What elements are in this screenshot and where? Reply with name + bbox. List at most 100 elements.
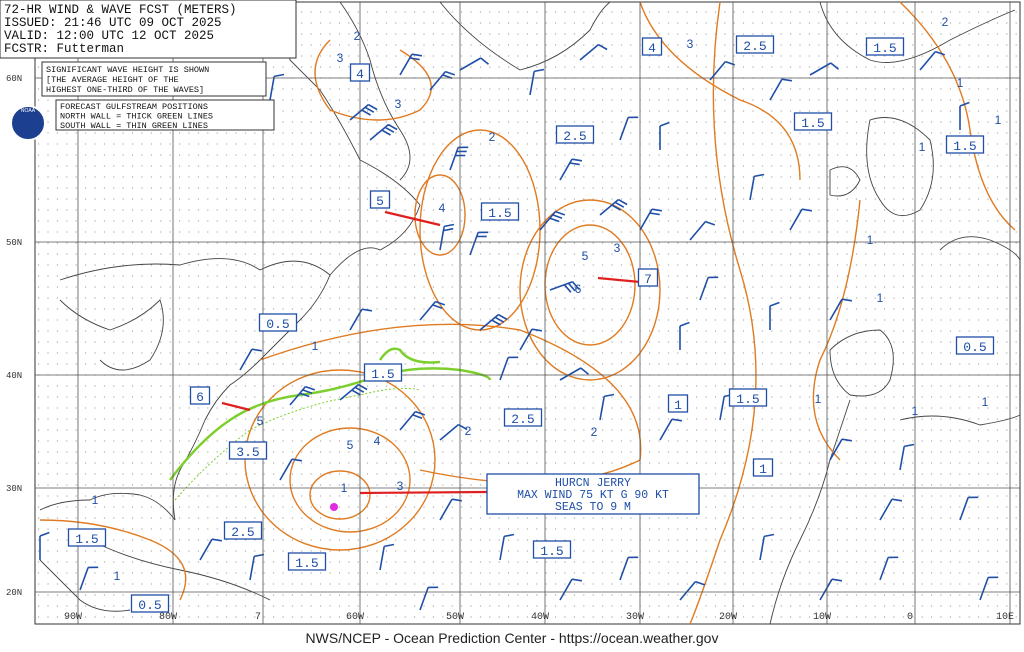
wind-barb <box>369 123 398 141</box>
wind-barb <box>679 321 690 350</box>
wind-barb <box>699 276 719 301</box>
header-line: 72-HR WIND & WAVE FCST (METERS) <box>4 3 237 17</box>
wave-box <box>480 202 520 221</box>
contour-label: 1 <box>957 76 964 90</box>
lat-label-bg <box>4 236 28 248</box>
lon-label: 10W <box>813 612 831 623</box>
logo-text: NOAA <box>21 108 36 114</box>
wave-height: 1.5 <box>75 532 98 547</box>
wind-barb <box>199 538 223 561</box>
wave-box <box>503 408 543 427</box>
lon-label: 80W <box>159 612 177 623</box>
wave-box <box>555 125 595 144</box>
wave-box <box>228 441 268 460</box>
wave-box <box>793 112 833 131</box>
wave-box <box>955 336 995 355</box>
wave-box <box>258 313 298 332</box>
wave-box <box>641 37 663 56</box>
lon-label: 0 <box>907 612 913 623</box>
wind-barb <box>249 553 265 581</box>
gulfstream-note: NORTH WALL = THICK GREEN LINES <box>60 112 213 122</box>
contour-label: 1 <box>982 395 989 409</box>
noaa-logo <box>10 105 46 141</box>
lat-label: 30N <box>6 484 22 494</box>
contour-label: 2 <box>591 425 598 439</box>
contour-label: 5 <box>257 414 264 428</box>
wave-height: 1.5 <box>736 392 759 407</box>
wave-height: 0.5 <box>963 340 986 355</box>
wave-height: 1 <box>674 398 682 413</box>
wave-height: 1.5 <box>488 206 511 221</box>
wind-barb <box>599 393 615 421</box>
lon-label: 60W <box>346 612 364 623</box>
wind-barb <box>769 301 780 330</box>
lon-label: 30W <box>626 612 644 623</box>
wave-height: 2.5 <box>511 412 534 427</box>
wind-barb <box>439 223 455 251</box>
wind-barb <box>559 578 583 601</box>
wind-barb <box>619 116 639 141</box>
contour-label: 3 <box>395 97 402 111</box>
wind-barb <box>469 231 489 256</box>
contour-label: 1 <box>919 140 926 154</box>
wind-barb <box>659 121 670 150</box>
lon-label: 90W <box>64 612 82 623</box>
wave-height: 1.5 <box>295 556 318 571</box>
header-line: VALID: 12:00 UTC 12 OCT 2025 <box>4 29 214 43</box>
wind-barb <box>759 533 775 561</box>
wind-barb <box>679 580 706 601</box>
lat-label-bg <box>4 72 28 84</box>
wind-barb <box>919 50 946 71</box>
wind-barb <box>879 498 903 521</box>
wave-height: 6 <box>196 390 204 405</box>
lon-label: 20W <box>719 612 737 623</box>
wind-barb <box>39 531 50 560</box>
lat-label: 20N <box>6 588 22 598</box>
contour-label: 5 <box>347 438 354 452</box>
wind-barb <box>559 158 583 181</box>
contour-label: 1 <box>867 233 874 247</box>
wave-height: 1.5 <box>540 544 563 559</box>
wave-box <box>287 552 327 571</box>
header-line: ISSUED: 21:46 UTC 09 OCT 2025 <box>4 16 222 30</box>
contour-label: 1 <box>312 339 319 353</box>
contour-label: 2 <box>354 29 361 43</box>
wave-box <box>667 394 689 413</box>
wind-barb <box>499 533 515 561</box>
wave-box <box>223 521 263 540</box>
contour-label: 1 <box>815 392 822 406</box>
wave-height: 3.5 <box>236 445 259 460</box>
wind-barb <box>399 410 426 431</box>
wind-barb <box>399 53 423 76</box>
contour-label: 3 <box>337 51 344 65</box>
wind-barb <box>269 73 285 101</box>
contour-label: 4 <box>374 434 381 448</box>
header-box <box>0 0 297 59</box>
lon-label: 40W <box>531 612 549 623</box>
wind-barb <box>599 198 628 216</box>
hurricane-symbol <box>330 503 338 511</box>
wave-box <box>532 540 572 559</box>
wind-barb <box>279 458 303 481</box>
contour-label: 6 <box>575 282 582 296</box>
lat-label-bg <box>4 482 28 494</box>
wind-barb <box>659 418 683 441</box>
wave-box <box>369 190 391 209</box>
hurricane-box <box>486 473 700 515</box>
lat-label: 40N <box>6 371 22 381</box>
wind-barb <box>479 313 508 331</box>
lon-label: 7 <box>255 612 261 623</box>
wind-barb <box>979 576 999 601</box>
wave-box <box>189 386 211 405</box>
lat-label-bg <box>4 586 28 598</box>
wave-height: 1.5 <box>953 139 976 154</box>
gulfstream-note: SOUTH WALL = THIN GREEN LINES <box>60 121 208 131</box>
gulfstream-note: FORECAST GULFSTREAM POSITIONS <box>60 102 208 112</box>
wind-barb <box>829 438 853 461</box>
contour-label: 4 <box>439 201 446 215</box>
wave-height: 0.5 <box>138 598 161 613</box>
contour-label: 1 <box>114 569 121 583</box>
contour-label: 1 <box>877 291 884 305</box>
lat-label-bg <box>4 369 28 381</box>
